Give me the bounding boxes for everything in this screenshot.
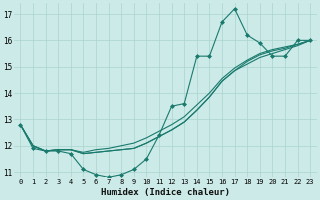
X-axis label: Humidex (Indice chaleur): Humidex (Indice chaleur) — [101, 188, 230, 197]
